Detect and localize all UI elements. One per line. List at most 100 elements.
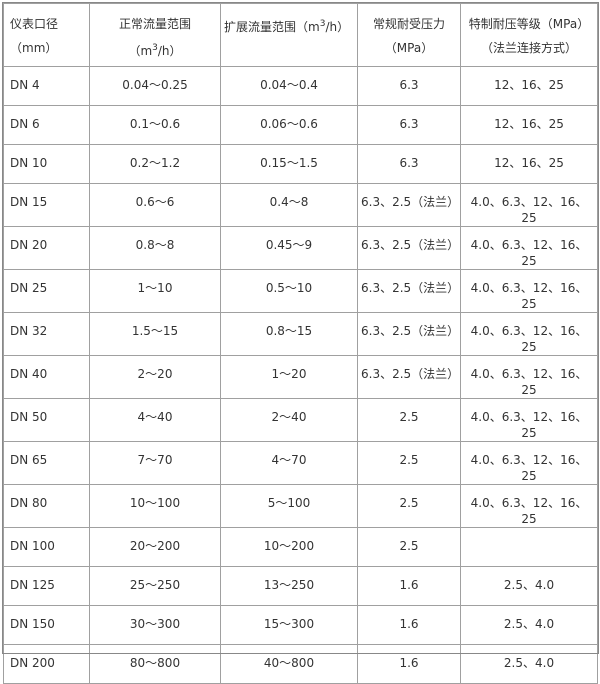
table-cell: 1～10 [89,269,221,313]
table-row: DN 50 4～40 2～40 2.5 4.0、6.3、12、16、25 [3,398,598,442]
table-cell: 2～40 [220,398,358,442]
table-cell: 7～70 [89,441,221,485]
table-cell: 2～20 [89,355,221,399]
table-cell: DN 4 [3,66,90,106]
table-cell: 2.5、4.0 [460,566,598,606]
table-cell: DN 6 [3,105,90,145]
table-cell: 4.0、6.3、12、16、25 [460,355,598,399]
header-text: /h） [157,44,182,58]
header-text: /h） [325,20,350,34]
table-cell: 4～40 [89,398,221,442]
table-cell: 4.0、6.3、12、16、25 [460,183,598,227]
table-cell: DN 32 [3,312,90,356]
header-pressure: 常规耐受压力（MPa） [357,3,461,67]
table-cell: 2.5 [357,398,461,442]
table-cell: 0.15～1.5 [220,144,358,184]
table-cell: 25～250 [89,566,221,606]
table-cell: DN 65 [3,441,90,485]
table-cell: 2.5 [357,527,461,567]
table-cell: DN 50 [3,398,90,442]
table-cell: 12、16、25 [460,144,598,184]
table-cell: 12、16、25 [460,66,598,106]
table-cell: 6.3、2.5（法兰） [357,226,461,270]
table-cell: 6.3、2.5（法兰） [357,312,461,356]
table-cell: DN 15 [3,183,90,227]
table-cell: DN 200 [3,644,90,684]
table-cell: 6.3 [357,144,461,184]
table-cell: DN 125 [3,566,90,606]
table-cell: DN 20 [3,226,90,270]
header-text: 扩展流量范围（m [224,20,320,34]
header-normal-flow: 正常流量范围（m3/h） [89,3,221,67]
table-row: DN 32 1.5～15 0.8～15 6.3、2.5（法兰） 4.0、6.3、12、1… [3,312,598,356]
table-cell: 4.0、6.3、12、16、25 [460,226,598,270]
table-cell [460,527,598,567]
table-cell: 10～100 [89,484,221,528]
table-row: DN 15 0.6～6 0.4～8 6.3、2.5（法兰） 4.0、6.3、12、16、… [3,183,598,227]
header-diameter: 仪表口径（mm） [3,3,90,67]
table-row: DN 4 0.04～0.25 0.04～0.4 6.3 12、16、25 [3,66,598,106]
table-cell: 6.3 [357,105,461,145]
superscript: 3 [152,43,158,53]
table-row: DN 125 25～250 13～250 1.6 2.5、4.0 [3,566,598,606]
table-cell: 0.8～15 [220,312,358,356]
table-cell: 0.04～0.4 [220,66,358,106]
table-cell: 4.0、6.3、12、16、25 [460,441,598,485]
table-row: DN 40 2～20 1～20 6.3、2.5（法兰） 4.0、6.3、12、16、25 [3,355,598,399]
flow-spec-table: 仪表口径（mm） 正常流量范围（m3/h） 扩展流量范围（m3/h） 常规耐受压… [3,3,598,684]
table-cell: 0.06～0.6 [220,105,358,145]
table-row: DN 200 80～800 40～800 1.6 2.5、4.0 [3,644,598,684]
table-cell: DN 150 [3,605,90,645]
header-special: 特制耐压等级（MPa）（法兰连接方式） [460,3,598,67]
superscript: 3 [319,19,326,29]
table-row: DN 65 7～70 4～70 2.5 4.0、6.3、12、16、25 [3,441,598,485]
table-cell: 4.0、6.3、12、16、25 [460,398,598,442]
table-cell: 6.3 [357,66,461,106]
table-cell: 0.4～8 [220,183,358,227]
table-row: DN 80 10～100 5～100 2.5 4.0、6.3、12、16、25 [3,484,598,528]
header-row: 仪表口径（mm） 正常流量范围（m3/h） 扩展流量范围（m3/h） 常规耐受压… [3,3,598,67]
table-cell: 20～200 [89,527,221,567]
table-row: DN 150 30～300 15～300 1.6 2.5、4.0 [3,605,598,645]
table-cell: 6.3、2.5（法兰） [357,269,461,313]
table-cell: 4.0、6.3、12、16、25 [460,484,598,528]
table-cell: 1.6 [357,644,461,684]
table-cell: 0.5～10 [220,269,358,313]
table-cell: 80～800 [89,644,221,684]
header-ext-flow: 扩展流量范围（m3/h） [220,3,358,67]
table-cell: 5～100 [220,484,358,528]
table-cell: 0.45～9 [220,226,358,270]
table-cell: 1.6 [357,605,461,645]
table-row: DN 100 20～200 10～200 2.5 [3,527,598,567]
table-cell: 0.8～8 [89,226,221,270]
table-cell: 6.3、2.5（法兰） [357,183,461,227]
table-cell: 0.04～0.25 [89,66,221,106]
table-cell: 13～250 [220,566,358,606]
table-cell: DN 80 [3,484,90,528]
table-row: DN 6 0.1～0.6 0.06～0.6 6.3 12、16、25 [3,105,598,145]
table-cell: 2.5、4.0 [460,644,598,684]
table-cell: 10～200 [220,527,358,567]
table-cell: 0.6～6 [89,183,221,227]
table-cell: 1～20 [220,355,358,399]
table-cell: 2.5、4.0 [460,605,598,645]
table-cell: 30～300 [89,605,221,645]
table-cell: DN 10 [3,144,90,184]
table-row: DN 20 0.8～8 0.45～9 6.3、2.5（法兰） 4.0、6.3、12、16… [3,226,598,270]
table-cell: 15～300 [220,605,358,645]
table-cell: 2.5 [357,484,461,528]
table-cell: DN 25 [3,269,90,313]
table-cell: 1.5～15 [89,312,221,356]
table-cell: 2.5 [357,441,461,485]
table-row: DN 10 0.2～1.2 0.15～1.5 6.3 12、16、25 [3,144,598,184]
table-cell: 6.3、2.5（法兰） [357,355,461,399]
table-cell: DN 40 [3,355,90,399]
table-cell: 4.0、6.3、12、16、25 [460,312,598,356]
table-cell: 12、16、25 [460,105,598,145]
table-cell: DN 100 [3,527,90,567]
table-cell: 4.0、6.3、12、16、25 [460,269,598,313]
table-cell: 1.6 [357,566,461,606]
table-cell: 4～70 [220,441,358,485]
header-text: 正常流量范围（m [118,17,191,58]
table-cell: 40～800 [220,644,358,684]
